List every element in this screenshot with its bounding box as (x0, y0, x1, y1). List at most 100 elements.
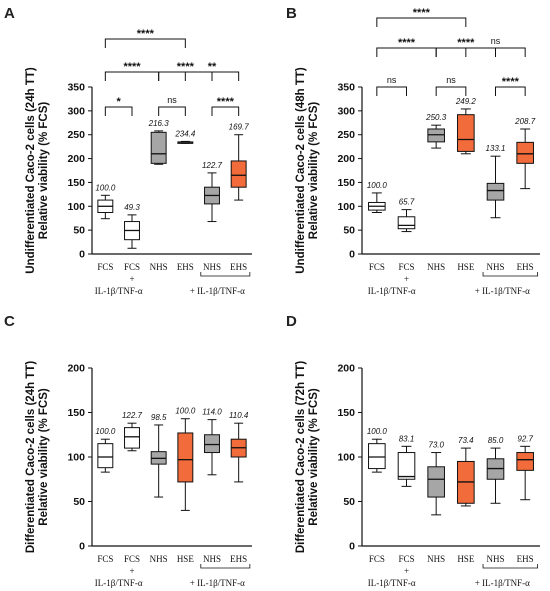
mean-value-label: 100.0 (367, 427, 388, 436)
y-axis-subtitle: Relative viability (% FCS) (308, 388, 320, 526)
x-category-label: FCS (369, 554, 385, 564)
bracket-line (104, 106, 133, 116)
x-category-label: FCS (124, 554, 140, 564)
treatment-bracket (200, 272, 251, 277)
mean-value-label: 208.7 (514, 117, 536, 126)
y-axis-subtitle: Relative viability (% FCS) (308, 102, 320, 240)
box-6: 110.4 EHS (229, 411, 249, 564)
significance-label: ** (208, 61, 217, 73)
mean-value-label: 100.0 (175, 407, 196, 416)
y-tick-label: 200 (67, 363, 85, 375)
box-2: 49.3 FCS (124, 203, 140, 272)
mean-value-label: 49.3 (124, 203, 140, 212)
plus-sign: + (129, 566, 134, 576)
panel-letter: A (4, 5, 15, 22)
mean-value-label: 73.4 (458, 436, 474, 445)
x-category-label: EHS (230, 262, 247, 272)
plus-sign: + (129, 274, 134, 284)
box-body (457, 114, 475, 152)
box-2: 122.7 FCS (122, 411, 143, 564)
y-axis-title: Differentiated Caco-2 cells (72h TT) (295, 361, 307, 554)
box-body (177, 432, 194, 483)
bracket-line (376, 86, 407, 96)
condition-label-right: + IL-1β/TNF-α (475, 286, 530, 296)
x-category-label: NHS (203, 554, 221, 564)
mean-value-label: 122.7 (122, 411, 143, 420)
mean-value-label: 216.3 (148, 119, 170, 128)
mean-value-label: 73.0 (428, 441, 444, 450)
mean-value-label: 133.1 (485, 144, 505, 153)
box-3: 98.5 NHS (150, 413, 168, 564)
y-tick-label: 150 (337, 177, 355, 189)
bracket-line (158, 106, 186, 116)
box-3: 216.3 NHS (148, 119, 170, 272)
y-tick-label: 50 (343, 496, 355, 508)
box-body (516, 452, 534, 471)
significance-bracket: ns (158, 95, 186, 116)
significance-label: **** (123, 61, 141, 73)
box-1: 100.0 FCS (95, 183, 116, 272)
box-body (368, 443, 386, 470)
mean-value-label: 100.0 (95, 183, 116, 192)
mean-value-label: 100.0 (95, 427, 116, 436)
significance-bracket: ns (376, 75, 407, 96)
panel-d: D Differentiated Caco-2 cells (72h TT) Rel… (286, 313, 540, 588)
y-tick-label: 0 (79, 249, 85, 261)
y-tick-label: 150 (337, 407, 355, 419)
box-2: 65.7 FCS (397, 198, 416, 272)
box-1: 100.0 FCS (367, 427, 388, 564)
significance-bracket: **** (376, 7, 467, 27)
y-axis-subtitle: Relative viability (% FCS) (38, 388, 50, 526)
box-6: 92.7 EHS (516, 434, 534, 564)
box-4: 100.0 HSE (175, 407, 196, 564)
box-body (397, 216, 416, 230)
box-body (150, 131, 167, 164)
box-6: 169.7 EHS (229, 123, 250, 272)
significance-bracket: **** (104, 28, 186, 48)
box-body (230, 160, 247, 188)
significance-label: **** (177, 61, 195, 73)
panel-a: A Undifferentiated Caco-2 cells (24h TT) R… (4, 5, 252, 296)
significance-label: **** (457, 37, 475, 49)
x-category-label: NHS (150, 554, 168, 564)
bracket-line (104, 38, 186, 48)
box-2: 83.1 FCS (397, 434, 416, 564)
mean-value-label: 122.7 (202, 161, 223, 170)
y-tick-label: 100 (337, 201, 355, 213)
mean-value-label: 249.2 (455, 97, 477, 106)
y-tick-label: 50 (73, 496, 85, 508)
significance-bracket: * (104, 96, 133, 116)
box-3: 250.3 NHS (425, 113, 447, 272)
box-3: 73.0 NHS (427, 441, 445, 564)
significance-bracket: **** (104, 61, 160, 81)
y-tick-label: 300 (67, 105, 85, 117)
panel-letter: C (4, 313, 15, 330)
significance-label: **** (137, 28, 155, 40)
box-5: 133.1 NHS (485, 144, 505, 272)
x-category-label: NHS (486, 262, 504, 272)
box-body (427, 466, 445, 498)
significance-label: ns (167, 95, 177, 105)
mean-value-label: 234.4 (174, 129, 196, 138)
box-4: 73.4 HSE (457, 436, 475, 564)
x-category-label: FCS (124, 262, 140, 272)
significance-label: ns (387, 75, 397, 85)
mean-value-label: 85.0 (488, 436, 504, 445)
x-category-label: NHS (427, 262, 445, 272)
panel-letter: D (286, 313, 297, 330)
x-category-label: EHS (177, 262, 194, 272)
y-tick-label: 200 (67, 153, 85, 165)
x-category-label: HSE (177, 554, 195, 564)
significance-label: * (117, 96, 122, 108)
x-category-label: FCS (97, 554, 113, 564)
bracket-line (211, 106, 240, 116)
bracket-line (465, 47, 526, 57)
x-category-label: FCS (398, 262, 414, 272)
mean-value-label: 100.0 (367, 181, 388, 190)
bracket-line (104, 71, 160, 81)
box-body (97, 443, 114, 469)
bracket-line (495, 86, 526, 96)
y-tick-label: 0 (349, 541, 355, 553)
y-tick-label: 100 (67, 201, 85, 213)
